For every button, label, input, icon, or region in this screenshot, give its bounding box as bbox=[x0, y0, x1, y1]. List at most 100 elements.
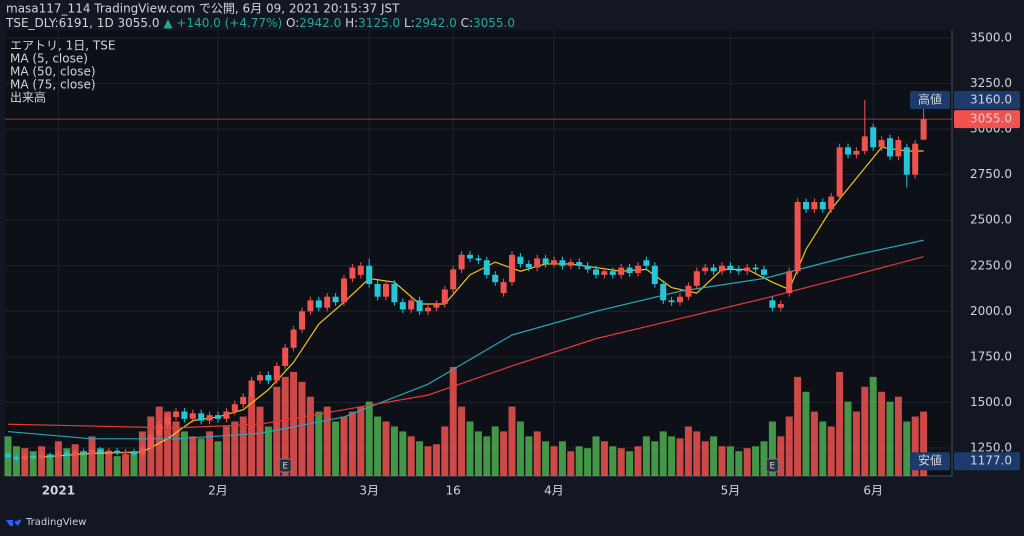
y-tick-label: 1750.0 bbox=[970, 349, 1012, 363]
candle-body bbox=[660, 283, 667, 301]
candle-body bbox=[668, 300, 675, 303]
volume-bar bbox=[844, 401, 852, 476]
candle-body bbox=[231, 404, 238, 412]
candle-body bbox=[576, 262, 583, 266]
candle-body bbox=[299, 311, 305, 330]
volume-bar bbox=[516, 421, 524, 476]
volume-bar bbox=[785, 416, 793, 476]
candle-body bbox=[206, 415, 213, 421]
volume-bar bbox=[340, 416, 348, 476]
volume-bar bbox=[382, 421, 390, 476]
candle-body bbox=[861, 136, 868, 151]
candle-body bbox=[433, 304, 440, 308]
candle-body bbox=[752, 267, 759, 270]
candle-body bbox=[719, 265, 725, 272]
candle-body bbox=[685, 285, 692, 297]
candle-body bbox=[399, 302, 406, 310]
candle-body bbox=[408, 300, 415, 310]
candle-body bbox=[475, 258, 482, 261]
volume-bar bbox=[113, 456, 121, 476]
volume-bar bbox=[281, 376, 289, 476]
price-tag-label: 安値 bbox=[918, 453, 942, 468]
candle-body bbox=[786, 271, 793, 294]
candle-body bbox=[307, 300, 314, 312]
footer: TradingView bbox=[25, 517, 86, 528]
x-tick-label: 16 bbox=[446, 484, 461, 498]
volume-bar bbox=[558, 441, 566, 476]
candle-body bbox=[290, 329, 297, 348]
volume-bar bbox=[760, 441, 768, 476]
candle-body bbox=[643, 260, 650, 266]
price-value-box bbox=[954, 452, 1020, 471]
volume-bar bbox=[256, 406, 264, 476]
price-tag-box bbox=[910, 452, 950, 471]
volume-bar bbox=[105, 451, 113, 476]
x-tick-label: 5月 bbox=[721, 484, 741, 498]
candle-body bbox=[517, 256, 524, 264]
volume-bar bbox=[508, 406, 516, 476]
event-label: E bbox=[282, 462, 288, 472]
candles bbox=[5, 99, 927, 462]
volume-bar bbox=[38, 446, 46, 476]
candle-body bbox=[735, 269, 742, 272]
candle-body bbox=[710, 267, 717, 272]
candle-body bbox=[483, 260, 490, 275]
volume-bar bbox=[634, 446, 642, 476]
volume-bar bbox=[827, 426, 835, 476]
candle-body bbox=[349, 267, 356, 279]
volume-bar bbox=[122, 454, 130, 476]
candle-body bbox=[315, 300, 322, 308]
candle-body bbox=[122, 451, 129, 454]
y-tick-label: 2500.0 bbox=[970, 213, 1012, 227]
candle-body bbox=[794, 201, 801, 272]
volume-bar bbox=[323, 406, 331, 476]
y-tick-label: 2750.0 bbox=[970, 167, 1012, 181]
volume-bar bbox=[306, 396, 314, 476]
volume-bar bbox=[71, 444, 79, 476]
candle-body bbox=[173, 411, 179, 417]
ma-line bbox=[7, 239, 924, 440]
volume-bar bbox=[357, 406, 365, 476]
price-tag-box bbox=[910, 90, 950, 109]
symbol: TSE_DLY:6191, 1D bbox=[5, 16, 114, 30]
candle-body bbox=[761, 269, 767, 275]
price-value-box bbox=[954, 90, 1020, 109]
candle-body bbox=[584, 265, 591, 270]
last-price-box bbox=[954, 110, 1020, 129]
symbol-line: TSE_DLY:6191, 1D 3055.0 ▲ +140.0 (+4.77%… bbox=[5, 16, 515, 30]
candle-body bbox=[63, 452, 70, 456]
ohlc-label: L: bbox=[404, 16, 415, 30]
candle-body bbox=[131, 451, 137, 455]
volume-bar bbox=[390, 426, 398, 476]
event-box bbox=[278, 458, 292, 473]
volume-bar bbox=[239, 416, 247, 476]
y-tick-label: 2250.0 bbox=[970, 258, 1012, 272]
candle-body bbox=[257, 375, 263, 381]
price-tag-label: 高値 bbox=[918, 91, 942, 106]
candle-body bbox=[601, 271, 608, 275]
volume-bar bbox=[96, 448, 104, 476]
volume-bar bbox=[441, 426, 449, 476]
candle-body bbox=[273, 365, 280, 381]
candle-body bbox=[13, 457, 20, 459]
candle-body bbox=[265, 375, 272, 381]
y-tick-label: 1500.0 bbox=[970, 395, 1012, 409]
y-tick-label: 3500.0 bbox=[970, 31, 1012, 45]
candle-body bbox=[677, 296, 683, 303]
change: ▲ +140.0 (+4.77%) bbox=[163, 16, 282, 30]
legend-entry: MA (5, close) bbox=[10, 52, 88, 66]
candle-body bbox=[223, 411, 230, 419]
candle-body bbox=[80, 451, 87, 455]
volume-bar bbox=[172, 421, 180, 476]
volume-bar bbox=[298, 381, 306, 476]
candle-body bbox=[366, 265, 373, 284]
volume-bar bbox=[290, 371, 298, 476]
candle-body bbox=[89, 449, 95, 455]
volume-bar bbox=[659, 431, 667, 476]
volume-bar bbox=[651, 441, 659, 476]
volume-bar bbox=[231, 421, 239, 476]
candle-body bbox=[332, 296, 339, 303]
volume-bar bbox=[332, 421, 340, 476]
volume-bar bbox=[424, 446, 432, 476]
